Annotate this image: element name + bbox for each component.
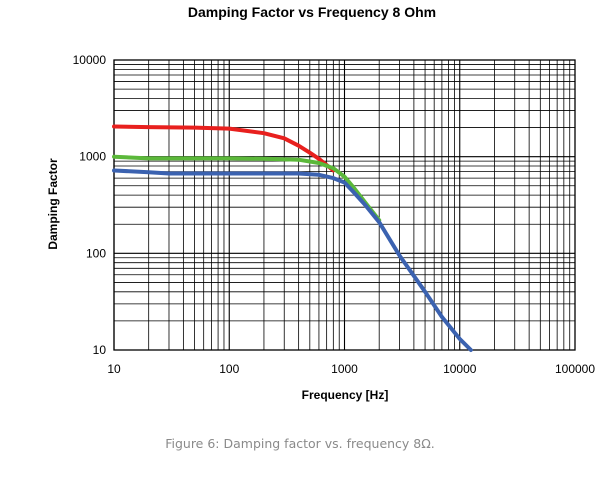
y-tick-label: 10000 — [73, 53, 107, 67]
plot-frame — [113, 59, 576, 351]
chart-title: Damping Factor vs Frequency 8 Ohm — [188, 4, 436, 20]
damping-factor-chart: Damping Factor vs Frequency 8 Ohm 10 100 1… — [46, 4, 596, 402]
y-tick-label: 1000 — [79, 150, 106, 164]
x-axis-label: Frequency [Hz] — [302, 388, 389, 402]
y-tick-label: 100 — [86, 246, 106, 260]
figure-caption: Figure 6: Damping factor vs. frequency 8… — [165, 436, 435, 451]
series-line-2 — [112, 154, 382, 223]
tick-labels: 10 100 1000 10000 100000 10 100 1000 10000 — [73, 53, 596, 376]
x-tick-label: 1000 — [331, 362, 358, 376]
y-tick-label: 10 — [93, 343, 107, 357]
grid — [113, 59, 576, 351]
x-tick-label: 10 — [107, 362, 121, 376]
x-tick-label: 10000 — [443, 362, 477, 376]
x-tick-label: 100 — [219, 362, 239, 376]
series-layer — [112, 124, 473, 352]
x-tick-label: 100000 — [555, 362, 595, 376]
series-line-3 — [112, 168, 473, 352]
series-line-1 — [112, 124, 336, 173]
y-axis-label: Damping Factor — [46, 158, 60, 250]
